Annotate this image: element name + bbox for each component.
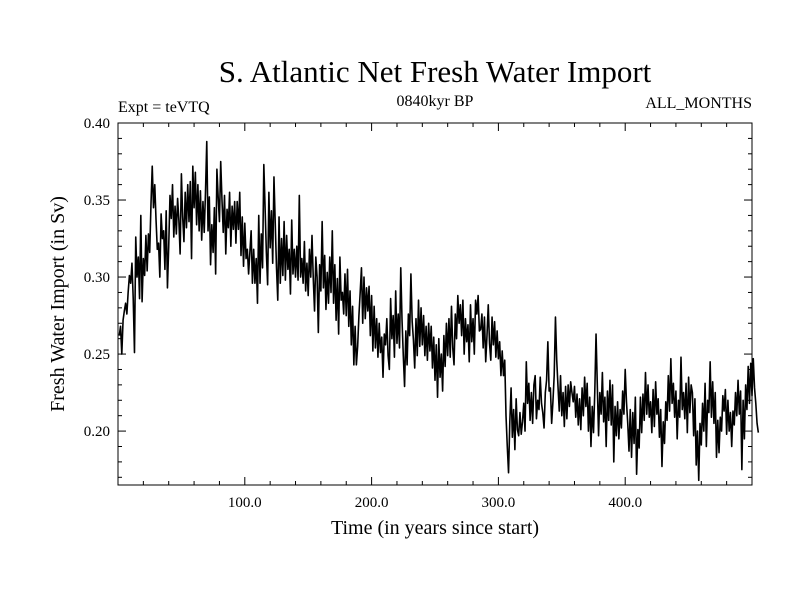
axis-ticks (118, 122, 752, 485)
y-tick-label: 0.25 (84, 347, 110, 363)
plot-frame (117, 122, 753, 486)
y-tick-label: 0.35 (84, 193, 110, 209)
months-label: ALL_MONTHS (645, 95, 752, 112)
x-axis-label: Time (in years since start) (331, 517, 539, 539)
x-tick-labels: 100.0 200.0 300.0 400.0 (228, 495, 642, 511)
y-tick-label: 0.30 (84, 270, 110, 286)
fresh-water-import-line (118, 140, 760, 482)
y-tick-labels: 0.20 0.25 0.30 0.35 0.40 (84, 116, 110, 440)
x-tick-label: 100.0 (228, 495, 262, 511)
experiment-label: Expt = teVTQ (118, 99, 210, 116)
x-tick-label: 200.0 (355, 495, 389, 511)
period-label: 0840kyr BP (397, 93, 474, 110)
x-tick-label: 300.0 (482, 495, 516, 511)
y-tick-label: 0.20 (84, 424, 110, 440)
x-tick-label: 400.0 (608, 495, 642, 511)
y-axis-label: Fresh Water Import (in Sv) (47, 196, 69, 412)
chart-title: S. Atlantic Net Fresh Water Import (219, 54, 652, 89)
y-tick-label: 0.40 (84, 116, 110, 132)
